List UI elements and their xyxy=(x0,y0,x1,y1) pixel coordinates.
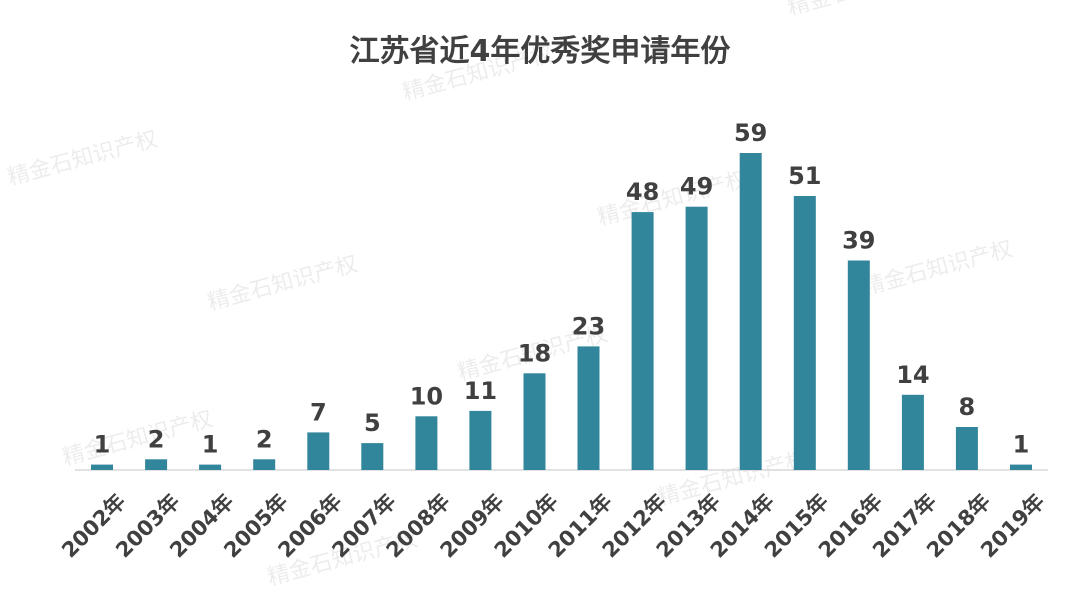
watermark-text: 精金石知识产权 xyxy=(785,0,940,21)
bar-2006年 xyxy=(307,432,330,470)
value-label-2014年: 59 xyxy=(734,119,767,147)
value-label-2011年: 23 xyxy=(572,312,605,340)
value-label-2012年: 48 xyxy=(626,178,659,206)
value-label-2016年: 39 xyxy=(842,227,875,255)
value-label-2008年: 10 xyxy=(410,382,443,410)
value-label-2010年: 18 xyxy=(518,339,551,367)
value-label-2003年: 2 xyxy=(148,425,165,453)
watermark-text: 精金石知识产权 xyxy=(595,167,750,231)
bar-2014年 xyxy=(739,153,762,470)
value-label-2018年: 8 xyxy=(959,393,976,421)
value-label-2005年: 2 xyxy=(256,425,273,453)
value-label-2002年: 1 xyxy=(94,431,111,459)
value-label-2009年: 11 xyxy=(464,377,497,405)
value-label-2015年: 51 xyxy=(788,162,821,190)
watermark-text: 精金石知识产权 xyxy=(205,252,360,316)
bar-2010年 xyxy=(523,373,546,470)
bar-2019年 xyxy=(1010,464,1032,470)
bar-2018年 xyxy=(955,427,978,470)
bar-2002年 xyxy=(91,464,113,470)
chart-title: 江苏省近4年优秀奖申请年份 xyxy=(349,34,731,69)
bar-2007年 xyxy=(361,443,384,470)
value-label-2019年: 1 xyxy=(1013,431,1030,459)
value-label-2017年: 14 xyxy=(896,361,929,389)
watermark-text: 精金石知识产权 xyxy=(860,237,1015,301)
value-label-2006年: 7 xyxy=(310,398,327,426)
bar-2009年 xyxy=(469,410,492,470)
bar-2016年 xyxy=(847,260,870,470)
value-label-2013年: 49 xyxy=(680,173,713,201)
value-label-2004年: 1 xyxy=(202,431,219,459)
bar-2017年 xyxy=(901,394,924,470)
bar-2003年 xyxy=(145,459,168,470)
bar-2005年 xyxy=(253,459,276,470)
watermark-text: 精金石知识产权 xyxy=(655,447,810,511)
bars-group xyxy=(91,153,1032,470)
watermark-text: 精金石知识产权 xyxy=(5,127,160,191)
watermark-text: 精金石知识产权 xyxy=(60,407,215,471)
bar-2008年 xyxy=(415,416,438,470)
value-labels-group: 1 2 1 2 7 5 10 11 18 23 48 49 59 51 39 14 8 1 xyxy=(94,119,1030,459)
bar-2012年 xyxy=(631,212,654,470)
x-tick-labels-group: 2002年2003年2004年2005年2006年2007年2008年2009年… xyxy=(57,489,1049,562)
bar-2011年 xyxy=(577,346,600,470)
watermark-text: 精金石知识产权 xyxy=(400,42,555,106)
bar-2013年 xyxy=(685,206,708,470)
bar-2004年 xyxy=(199,464,222,470)
bar-2015年 xyxy=(793,196,816,470)
value-label-2007年: 5 xyxy=(364,409,381,437)
